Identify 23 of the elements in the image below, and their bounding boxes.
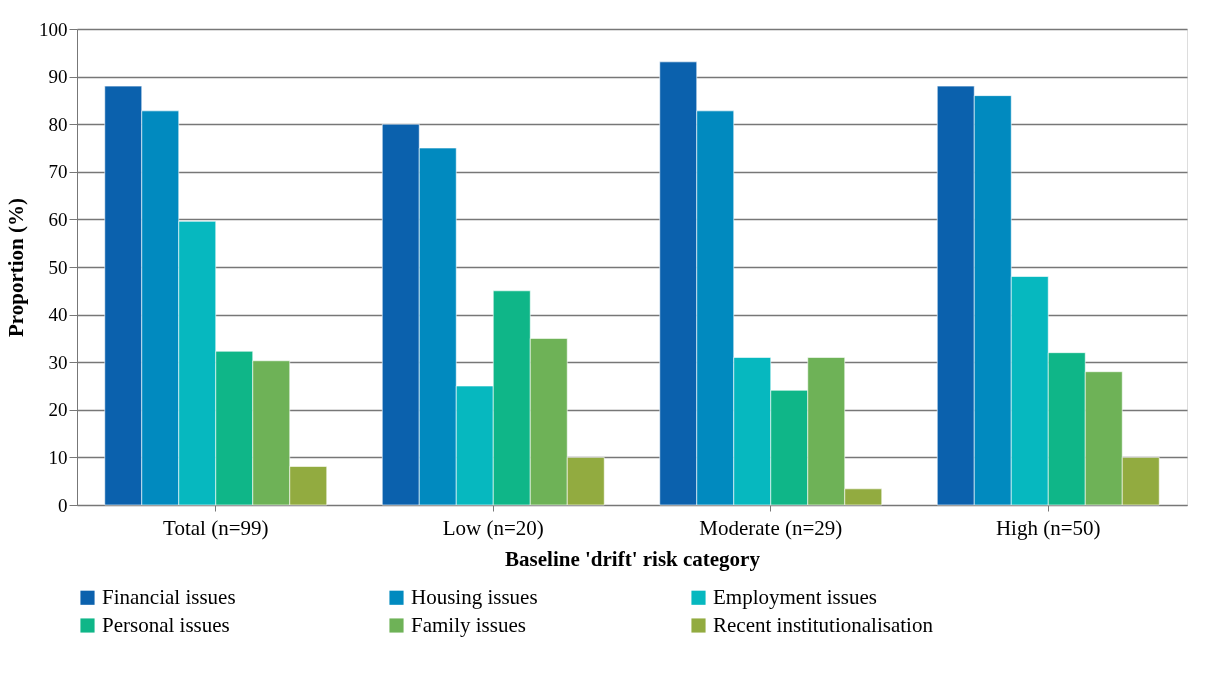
y-axis-title: Proportion (%) — [4, 197, 28, 338]
y-tick-label: 10 — [48, 446, 68, 468]
legend-label: Recent institutionalisation — [713, 612, 934, 637]
legend-label: Family issues — [411, 612, 526, 637]
x-tick-label: Low (n=20) — [442, 515, 544, 540]
y-tick-label: 100 — [39, 18, 68, 40]
legend-label: Housing issues — [411, 584, 538, 609]
y-tick-label: 80 — [48, 113, 68, 135]
y-tick-label: 20 — [48, 399, 68, 421]
x-tick-label: Moderate (n=29) — [699, 515, 843, 540]
x-tick-label: Total (n=99) — [163, 515, 269, 540]
legend-label: Financial issues — [102, 584, 236, 609]
y-tick-label: 0 — [58, 494, 68, 516]
x-axis-title: Baseline 'drift' risk category — [505, 546, 761, 571]
legend-label: Personal issues — [102, 612, 230, 637]
y-tick-label: 90 — [48, 66, 68, 88]
y-tick-label: 50 — [48, 256, 68, 278]
x-tick-label: High (n=50) — [995, 515, 1101, 540]
legend-label: Employment issues — [713, 584, 877, 609]
y-tick-label: 30 — [48, 351, 68, 373]
y-tick-label: 40 — [48, 304, 68, 326]
y-tick-label: 60 — [48, 208, 68, 230]
y-tick-label: 70 — [48, 161, 68, 183]
